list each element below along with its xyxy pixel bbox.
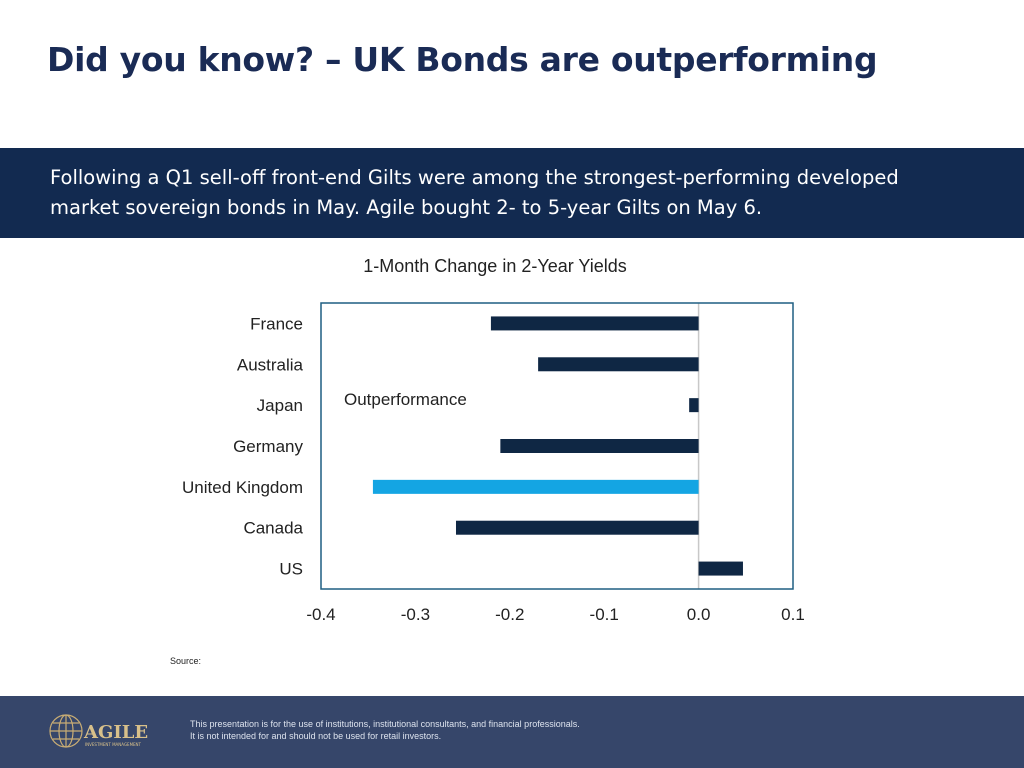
banner-text: Following a Q1 sell-off front-end Gilts … [50, 166, 899, 219]
category-label: France [250, 314, 303, 333]
x-tick-label: -0.4 [306, 605, 335, 624]
logo-subtext: INVESTMENT MANAGEMENT [85, 742, 142, 747]
yield-change-chart: France Australia Japan Germany United Kingdo… [182, 302, 805, 624]
chart-title: 1-Month Change in 2-Year Yields [363, 256, 627, 276]
logo-wordmark: AGILE [83, 722, 148, 743]
category-label: Australia [237, 355, 304, 374]
x-tick-label: 0.1 [781, 605, 805, 624]
bar-australia [538, 357, 699, 372]
category-label: Canada [243, 519, 303, 538]
bar-japan [689, 398, 699, 413]
category-label: Germany [233, 437, 303, 456]
footer [0, 696, 1024, 768]
category-label: Japan [257, 396, 303, 415]
category-label: United Kingdom [182, 478, 303, 497]
bar-germany [500, 439, 699, 453]
footer-disclaimer: This presentation is for the use of inst… [190, 718, 580, 742]
agile-logo: AGILE INVESTMENT MANAGEMENT [49, 714, 148, 748]
plot-frame [320, 302, 794, 590]
bar-canada [455, 520, 699, 535]
category-label: US [279, 560, 303, 579]
page-title: Did you know? – UK Bonds are outperformi… [47, 40, 878, 79]
summary-banner [0, 148, 1024, 238]
globe-icon [49, 714, 83, 748]
disclaimer-line-2: It is not intended for and should not be… [190, 731, 442, 741]
bar-us [698, 561, 743, 576]
x-tick-label: 0.0 [687, 605, 711, 624]
x-tick-label: -0.3 [401, 605, 430, 624]
disclaimer-line-1: This presentation is for the use of inst… [190, 719, 580, 729]
x-tick-label: -0.2 [495, 605, 524, 624]
bar-france [490, 316, 699, 331]
outperformance-annotation: Outperformance [344, 390, 467, 409]
source-label: Source: [170, 656, 202, 666]
bar-united-kingdom [372, 479, 699, 494]
x-tick-label: -0.1 [590, 605, 619, 624]
